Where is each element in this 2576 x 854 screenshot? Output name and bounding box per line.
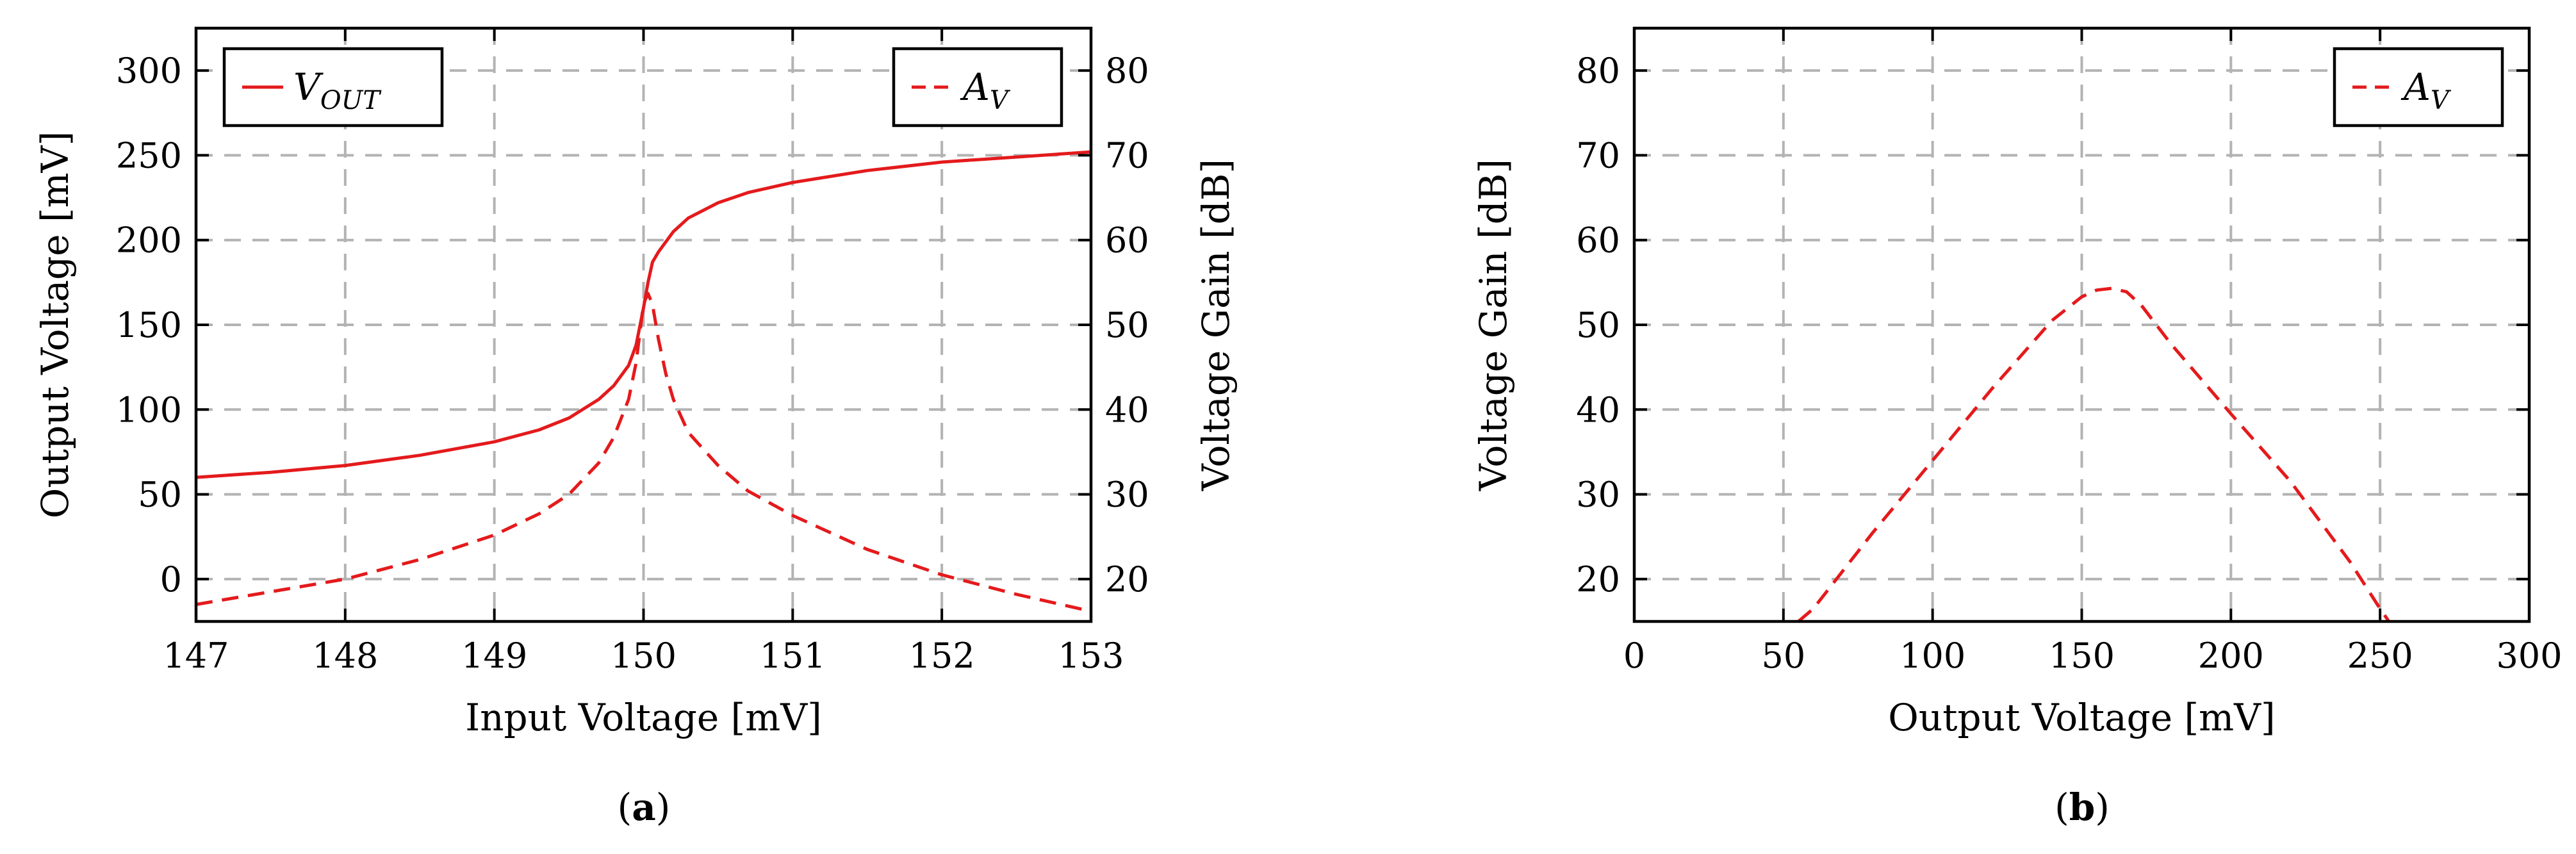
panel-label-letter: b	[2069, 785, 2096, 829]
y-tick-label: 200	[116, 220, 182, 261]
legend-label-subscript: OUT	[320, 86, 382, 115]
y2-tick-label: 20	[1105, 559, 1149, 600]
x-tick-label: 250	[2347, 636, 2413, 676]
legend-label-subscript: V	[2431, 86, 2452, 115]
panel-label-letter: a	[632, 785, 656, 829]
y-tick-label: 0	[160, 559, 182, 600]
x-tick-label: 100	[1899, 636, 1965, 676]
y-axis-title: Output Voltage [mV]	[33, 131, 77, 518]
y-tick-label: 60	[1576, 220, 1620, 261]
y-tick-label: 70	[1576, 135, 1620, 176]
y2-axis-title: Voltage Gain [dB]	[1194, 159, 1238, 491]
x-tick-label: 150	[2049, 636, 2115, 676]
x-tick-label: 150	[611, 636, 677, 676]
x-tick-label: 147	[163, 636, 229, 676]
y-tick-label: 150	[116, 305, 182, 345]
series-line-a-v	[196, 292, 1091, 613]
x-tick-label: 151	[760, 636, 826, 676]
legend-label: AV	[2400, 65, 2452, 115]
y-axis-title: Voltage Gain [dB]	[1472, 159, 1515, 491]
x-tick-label: 50	[1761, 636, 1805, 676]
panel-label: (a)	[618, 785, 671, 829]
panel-a: 147 148 149 150 151 152 153 0 50 100 150 200 250 300 2…	[33, 26, 1238, 829]
y-tick-label: 50	[1576, 305, 1620, 345]
x-axis-title: Input Voltage [mV]	[465, 696, 821, 739]
x-tick-label: 148	[312, 636, 378, 676]
legend-label-subscript: V	[990, 86, 1011, 115]
panel-label: (b)	[2055, 785, 2110, 829]
y-tick-label: 30	[1576, 475, 1620, 515]
x-tick-label: 153	[1058, 636, 1124, 676]
x-tick-label: 149	[461, 636, 527, 676]
legend-a-v: AV	[2333, 47, 2504, 127]
series-line-a-v	[1797, 286, 2391, 621]
panel-b: 0 50 100 150 200 250 300 20 30 40 50 60 70 80 Output V…	[1472, 26, 2563, 829]
y2-tick-label: 60	[1105, 220, 1149, 261]
y-tick-label: 20	[1576, 559, 1620, 600]
y-tick-label: 80	[1576, 51, 1620, 91]
legend-v-out: VOUT	[222, 47, 444, 127]
y-tick-label: 250	[116, 135, 182, 176]
legend-a-v: AV	[892, 47, 1063, 127]
y-tick-label: 100	[116, 390, 182, 430]
x-axis-title: Output Voltage [mV]	[1888, 696, 2275, 739]
x-tick-label: 300	[2496, 636, 2562, 676]
x-tick-label: 152	[909, 636, 975, 676]
y-tick-label: 50	[138, 475, 182, 515]
x-tick-label: 0	[1623, 636, 1645, 676]
y2-tick-label: 70	[1105, 135, 1149, 176]
y2-tick-label: 50	[1105, 305, 1149, 345]
y-tick-label: 40	[1576, 390, 1620, 430]
x-tick-label: 200	[2198, 636, 2264, 676]
y2-tick-label: 30	[1105, 475, 1149, 515]
y-tick-label: 300	[116, 51, 182, 91]
y2-tick-label: 40	[1105, 390, 1149, 430]
y2-tick-label: 80	[1105, 51, 1149, 91]
